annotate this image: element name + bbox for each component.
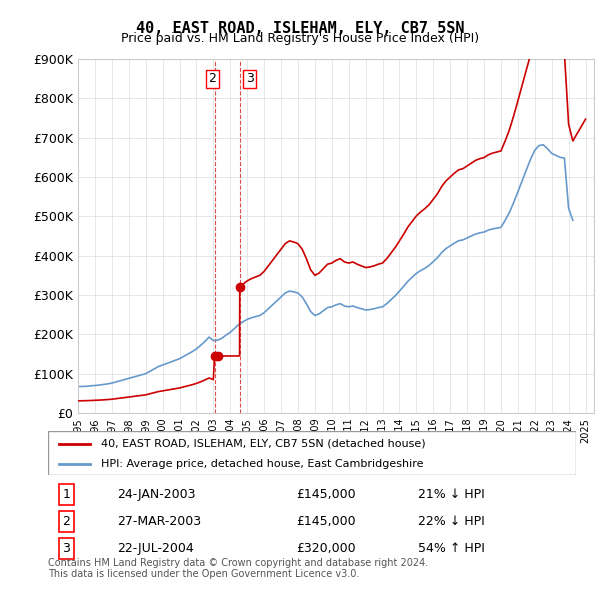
Text: 2: 2: [62, 515, 70, 528]
Text: Price paid vs. HM Land Registry's House Price Index (HPI): Price paid vs. HM Land Registry's House …: [121, 32, 479, 45]
Text: £145,000: £145,000: [296, 488, 356, 501]
Text: 40, EAST ROAD, ISLEHAM, ELY, CB7 5SN (detached house): 40, EAST ROAD, ISLEHAM, ELY, CB7 5SN (de…: [101, 439, 425, 449]
FancyBboxPatch shape: [48, 431, 576, 475]
Text: £145,000: £145,000: [296, 515, 356, 528]
Text: 3: 3: [62, 542, 70, 555]
Text: 24-JAN-2003: 24-JAN-2003: [116, 488, 195, 501]
Text: Contains HM Land Registry data © Crown copyright and database right 2024.
This d: Contains HM Land Registry data © Crown c…: [48, 558, 428, 579]
Text: 2: 2: [209, 72, 217, 85]
Text: HPI: Average price, detached house, East Cambridgeshire: HPI: Average price, detached house, East…: [101, 459, 424, 469]
Text: 22% ↓ HPI: 22% ↓ HPI: [418, 515, 484, 528]
Text: 54% ↑ HPI: 54% ↑ HPI: [418, 542, 484, 555]
Text: 40, EAST ROAD, ISLEHAM, ELY, CB7 5SN: 40, EAST ROAD, ISLEHAM, ELY, CB7 5SN: [136, 21, 464, 35]
Text: £320,000: £320,000: [296, 542, 356, 555]
Text: 27-MAR-2003: 27-MAR-2003: [116, 515, 201, 528]
Text: 1: 1: [62, 488, 70, 501]
Text: 22-JUL-2004: 22-JUL-2004: [116, 542, 193, 555]
Text: 21% ↓ HPI: 21% ↓ HPI: [418, 488, 484, 501]
Text: 3: 3: [246, 72, 254, 85]
